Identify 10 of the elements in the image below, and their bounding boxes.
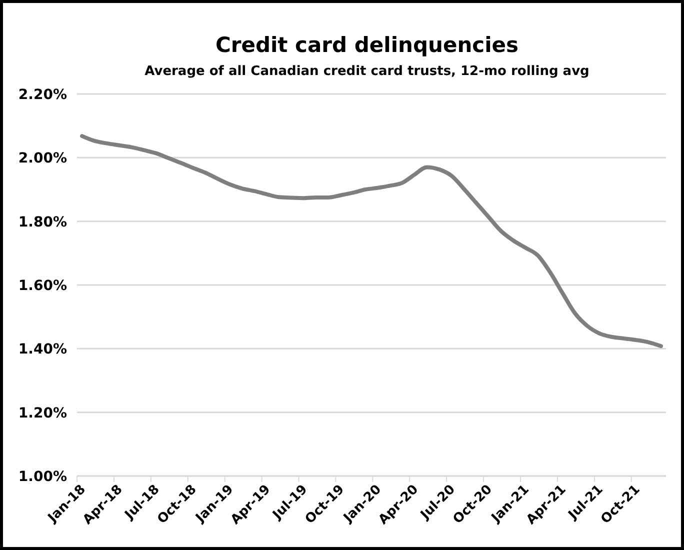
y-tick-label: 1.20%: [18, 405, 67, 422]
y-tick-label: 1.80%: [18, 214, 67, 230]
y-tick-label: 1.00%: [18, 469, 67, 485]
y-tick-label: 1.40%: [18, 342, 67, 358]
chart-title: Credit card delinquencies: [215, 33, 519, 57]
line-series: [80, 134, 663, 348]
chart-subtitle: Average of all Canadian credit card trusts, 12-mo rolling avg: [144, 64, 590, 79]
y-tick-label: 2.20%: [18, 87, 67, 103]
y-tick-label: 2.00%: [18, 150, 67, 167]
y-tick-label: 1.60%: [18, 278, 67, 294]
